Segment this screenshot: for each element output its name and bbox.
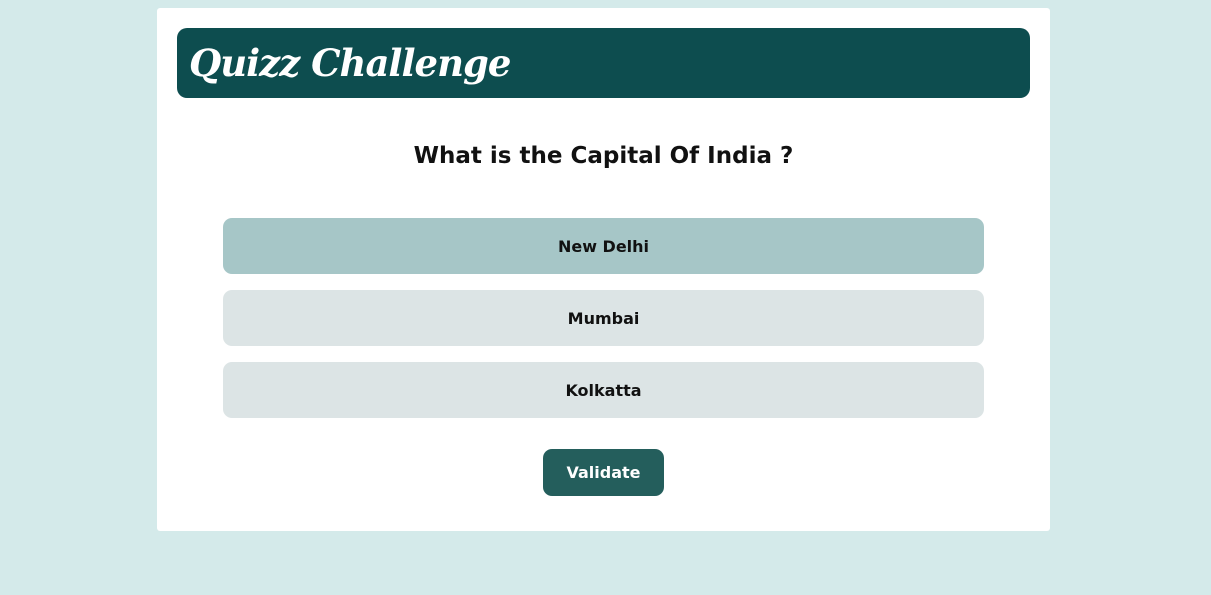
answer-label: New Delhi	[557, 236, 650, 256]
header-bar: Quizz Challenge	[177, 28, 1030, 98]
answer-label: Mumbai	[567, 308, 640, 328]
validate-button[interactable]: Validate	[543, 449, 664, 496]
app-title: Quizz Challenge	[189, 41, 511, 85]
answer-label: Kolkatta	[565, 380, 642, 400]
quiz-card: Quizz Challenge What is the Capital Of I…	[157, 8, 1050, 531]
answer-list: New Delhi Mumbai Kolkatta	[223, 218, 984, 434]
answer-option-kolkatta[interactable]: Kolkatta	[223, 362, 984, 418]
answer-option-mumbai[interactable]: Mumbai	[223, 290, 984, 346]
answer-option-new-delhi[interactable]: New Delhi	[223, 218, 984, 274]
question-text: What is the Capital Of India ?	[413, 143, 794, 169]
